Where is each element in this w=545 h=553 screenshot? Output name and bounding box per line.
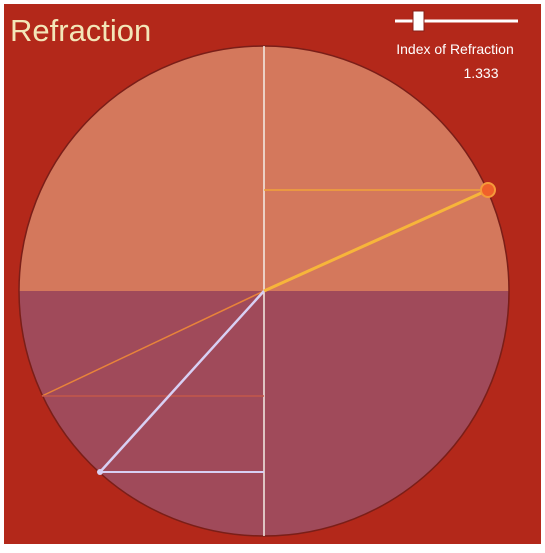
refracted-end xyxy=(97,469,103,475)
slider-thumb[interactable] xyxy=(413,11,424,31)
slider-label: Index of Refraction xyxy=(396,41,514,57)
refraction-applet: Refraction Index of Refraction 1.333 xyxy=(0,0,545,548)
page: Refraction Index of Refraction 1.333 (()… xyxy=(0,0,545,548)
title: Refraction xyxy=(10,13,151,48)
slider-value: 1.333 xyxy=(463,65,498,81)
ray-handle[interactable] xyxy=(481,183,495,197)
